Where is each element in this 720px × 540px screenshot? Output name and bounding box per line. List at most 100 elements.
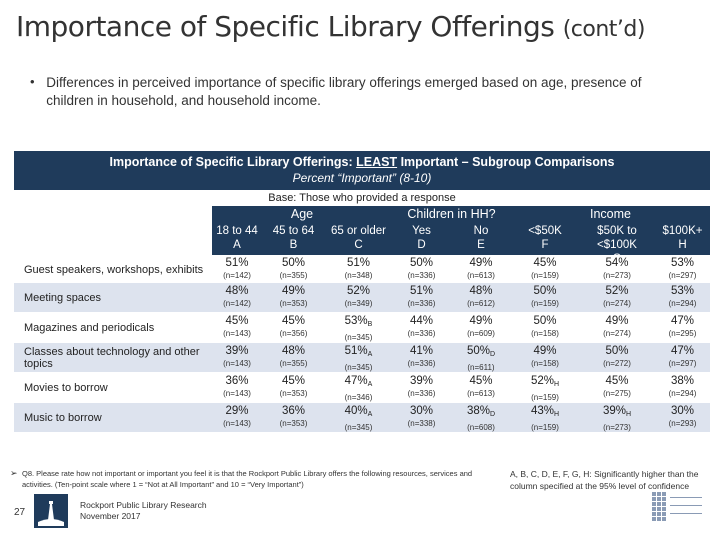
significance-letter: A: [367, 411, 373, 418]
cell-percent: 45%: [469, 375, 493, 387]
table-cell: 53%B (n=345): [325, 313, 392, 342]
cell-percent: 41%: [409, 345, 434, 357]
column-header: Yes D: [412, 225, 431, 251]
column-header: 65 or older C: [331, 225, 386, 251]
table-row: Guest speakers, workshops, exhibits 51% (n…: [14, 255, 710, 284]
cell-sample-size: (n=274): [603, 299, 631, 308]
cell-percent: 53%: [670, 257, 695, 269]
table-cell: 45% (n=143): [212, 313, 262, 342]
cell-percent: 45%: [605, 375, 629, 387]
cell-percent: 50%: [533, 285, 557, 297]
column-header: 18 to 44 A: [216, 225, 258, 251]
column-header-bar: 18 to 44 A 45 to 64 B 65 or older C Yes D No…: [212, 223, 710, 265]
significance-letter: D: [489, 411, 496, 418]
cell-sample-size: (n=158): [531, 359, 559, 368]
page-number: 27: [14, 507, 26, 518]
table-cell: 48% (n=355): [262, 343, 325, 372]
cell-percent: 45%: [533, 257, 557, 269]
table-cell: 50% (n=158): [511, 313, 579, 342]
cell-percent: 52%: [605, 285, 629, 297]
significance-letter: D: [489, 351, 496, 358]
table-cell: 48% (n=142): [212, 283, 262, 312]
cell-sample-size: (n=349): [344, 299, 373, 308]
cell-sample-size: (n=355): [279, 359, 308, 368]
slide-title-suffix: (cont’d): [562, 17, 646, 42]
cell-sample-size: (n=273): [603, 271, 631, 280]
row-label: Music to borrow: [24, 411, 102, 424]
group-header-bar: Age Children in HH? Income: [212, 206, 710, 223]
prg-grid-icon: [652, 492, 702, 521]
cell-percent: 50%: [409, 257, 434, 269]
table-cell: 50% (n=272): [579, 343, 655, 372]
cell-percent: 47%: [670, 345, 695, 357]
significance-letter: H: [553, 411, 560, 418]
cell-percent: 51%A: [344, 345, 373, 358]
cell-sample-size: (n=297): [668, 359, 697, 368]
cell-percent: 44%: [409, 315, 434, 327]
table-cell: 39% (n=143): [212, 343, 262, 372]
lighthouse-icon: [34, 494, 68, 528]
cell-sample-size: (n=142): [223, 299, 251, 308]
cell-sample-size: (n=274): [603, 329, 631, 338]
bullet-row: • Differences in perceived importance of…: [30, 74, 690, 110]
library-logo: [34, 494, 68, 528]
cell-sample-size: (n=608): [467, 423, 495, 432]
table-title-underlined: LEAST: [356, 155, 398, 169]
table-cell: 48% (n=612): [451, 283, 511, 312]
cell-sample-size: (n=345): [344, 333, 373, 342]
cell-sample-size: (n=143): [223, 419, 251, 428]
cell-percent: 36%: [281, 405, 306, 417]
table-cell: 29% (n=143): [212, 403, 262, 432]
cell-percent: 53%B: [344, 315, 373, 328]
cell-sample-size: (n=336): [407, 329, 436, 338]
significance-letter: B: [367, 321, 373, 328]
table-cell: 45% (n=356): [262, 313, 325, 342]
table-cell: 53% (n=297): [655, 255, 710, 284]
cell-sample-size: (n=143): [223, 359, 251, 368]
cell-sample-size: (n=336): [407, 389, 436, 398]
significance-letter: H: [625, 411, 632, 418]
cell-percent: 48%: [469, 285, 493, 297]
table-cell: 38% (n=294): [655, 373, 710, 402]
cell-percent: 52%: [346, 285, 371, 297]
cell-sample-size: (n=143): [223, 329, 251, 338]
table-cell: 51% (n=336): [392, 283, 451, 312]
cell-percent: 30%: [409, 405, 434, 417]
cell-sample-size: (n=609): [467, 329, 495, 338]
column-header: 45 to 64 B: [272, 225, 315, 251]
table-cell: 44% (n=336): [392, 313, 451, 342]
cell-sample-size: (n=143): [223, 389, 251, 398]
table-cell: 53% (n=294): [655, 283, 710, 312]
cell-sample-size: (n=336): [407, 299, 436, 308]
cell-sample-size: (n=273): [603, 423, 631, 432]
cell-sample-size: (n=336): [407, 271, 436, 280]
slide-title: Importance of Specific Library Offerings…: [16, 10, 645, 43]
footnote: ➢ Q8. Please rate how not important or i…: [10, 468, 500, 490]
portland-research-group-logo: [650, 488, 708, 528]
cell-sample-size: (n=295): [668, 329, 697, 338]
group-children: Children in HH?: [407, 207, 496, 221]
cell-sample-size: (n=353): [279, 299, 308, 308]
cell-sample-size: (n=294): [668, 299, 697, 308]
table-cell: 43%H (n=159): [511, 403, 579, 432]
table-title: Importance of Specific Library Offerings…: [109, 155, 615, 169]
table-cell: 49% (n=609): [451, 313, 511, 342]
table-cell: 45% (n=613): [451, 373, 511, 402]
table-cell: 45% (n=159): [511, 255, 579, 284]
cell-sample-size: (n=346): [344, 393, 373, 402]
table-cell: 47% (n=295): [655, 313, 710, 342]
table-row: Classes about technology and other topic…: [14, 343, 710, 372]
significance-note: A, B, C, D, E, F, G, H: Significantly hi…: [510, 469, 699, 491]
cell-percent: 50%D: [466, 345, 496, 358]
table-cell: 47%A (n=346): [325, 373, 392, 402]
row-label: Magazines and periodicals: [24, 321, 155, 334]
cell-sample-size: (n=294): [668, 389, 697, 398]
cell-sample-size: (n=338): [407, 419, 436, 428]
table-cell: 39%H (n=273): [579, 403, 655, 432]
cell-percent: 38%D: [466, 405, 496, 418]
cell-sample-size: (n=336): [407, 359, 436, 368]
group-age: Age: [290, 207, 314, 221]
column-header: $100K+ H: [662, 225, 703, 251]
table-cell: 52% (n=349): [325, 283, 392, 312]
cell-percent: 52%H: [530, 375, 560, 388]
